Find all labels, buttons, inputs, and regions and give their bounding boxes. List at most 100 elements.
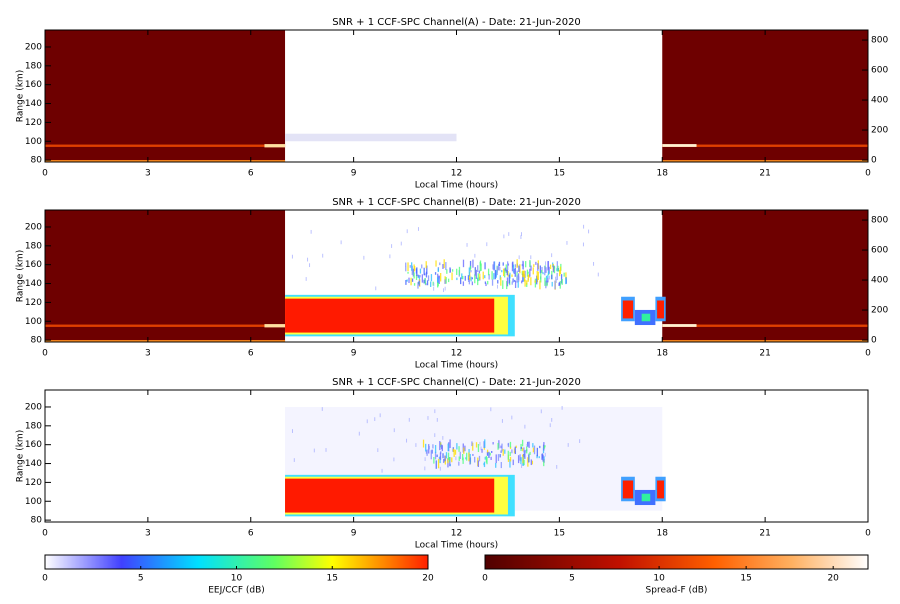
heatmap-streak xyxy=(451,457,453,463)
x-tick-label: 12 xyxy=(451,169,462,179)
heatmap-streak xyxy=(436,277,439,283)
heatmap-streak xyxy=(472,259,474,268)
heatmap-streak xyxy=(549,423,551,428)
panel-title: SNR + 1 CCF-SPC Channel(A) - Date: 21-Ju… xyxy=(332,17,581,28)
colorbar-tick-label: 20 xyxy=(827,574,839,584)
heatmap-streak xyxy=(556,261,558,271)
heatmap-streak xyxy=(421,274,423,283)
panel-title: SNR + 1 CCF-SPC Channel(B) - Date: 21-Ju… xyxy=(332,197,581,208)
colorbar-tick-label: 0 xyxy=(42,574,48,584)
heatmap-streak xyxy=(501,443,503,452)
heatmap-streak xyxy=(492,442,494,445)
heatmap-streak xyxy=(503,234,505,239)
heatmap-streak xyxy=(426,265,428,275)
y-tick-label: 200 xyxy=(25,222,42,232)
heatmap-streak xyxy=(516,270,518,273)
heatmap-streak xyxy=(537,271,539,281)
y-tick-label: 120 xyxy=(25,118,42,128)
heatmap-streak xyxy=(556,268,558,272)
heatmap-streak xyxy=(452,448,455,452)
y2-tick-label: 0 xyxy=(871,156,877,166)
heatmap-streak xyxy=(437,283,439,287)
heatmap-streak xyxy=(447,452,450,460)
plot-area xyxy=(285,405,666,517)
heatmap-streak xyxy=(477,460,480,468)
heatmap-streak xyxy=(462,453,464,461)
heatmap-streak xyxy=(520,456,522,462)
colorbar-tick-label: 5 xyxy=(138,574,144,584)
heatmap-streak xyxy=(481,448,483,453)
y-tick-label: 100 xyxy=(25,497,42,507)
heatmap-streak xyxy=(415,443,417,447)
heatmap-streak xyxy=(477,443,480,453)
heatmap-streak xyxy=(495,462,497,468)
heatmap-streak xyxy=(448,457,451,462)
heatmap-streak xyxy=(462,275,464,280)
heatmap-streak xyxy=(443,458,445,463)
heatmap-streak xyxy=(487,280,489,285)
colorbar-tick-label: 20 xyxy=(422,574,434,584)
heatmap-streak xyxy=(438,276,440,284)
heatmap-streak xyxy=(513,269,515,274)
heatmap-streak xyxy=(436,418,438,422)
panel-title: SNR + 1 CCF-SPC Channel(C) - Date: 21-Ju… xyxy=(332,377,581,388)
heatmap-streak xyxy=(293,458,295,462)
heatmap-streak xyxy=(374,417,376,422)
heatmap-streak xyxy=(484,275,486,279)
heatmap-streak xyxy=(534,280,536,283)
heatmap-streak xyxy=(507,263,510,266)
heatmap-streak xyxy=(519,454,521,461)
x-tick-label: 9 xyxy=(351,349,357,359)
heatmap-streak xyxy=(515,445,517,449)
heatmap-streak xyxy=(307,257,309,262)
heatmap-streak xyxy=(425,443,427,452)
heatmap-streak xyxy=(542,444,545,448)
heatmap-streak xyxy=(486,451,489,456)
heatmap-streak xyxy=(507,450,509,460)
heatmap-streak xyxy=(549,275,551,280)
heatmap-streak xyxy=(556,272,558,281)
heatmap-streak xyxy=(542,272,544,275)
heatmap-streak xyxy=(540,273,542,283)
heatmap-streak xyxy=(437,459,440,469)
heatmap-streak xyxy=(548,266,550,274)
heatmap-streak xyxy=(477,278,479,286)
heatmap-streak xyxy=(543,445,546,449)
heatmap-streak xyxy=(474,456,476,463)
heatmap-streak xyxy=(552,265,555,273)
heatmap-streak xyxy=(486,457,488,465)
x-axis-label: Local Time (hours) xyxy=(415,541,498,551)
heatmap-region xyxy=(285,133,457,142)
heatmap-streak xyxy=(518,265,520,271)
heatmap-streak xyxy=(504,268,506,278)
heatmap-streak xyxy=(526,282,528,287)
y-tick-label: 80 xyxy=(31,156,43,166)
heatmap-streak xyxy=(497,442,499,450)
heatmap-streak xyxy=(469,457,471,465)
heatmap-streak xyxy=(547,261,549,271)
heatmap-streak xyxy=(556,465,558,469)
heatmap-streak xyxy=(508,232,510,236)
heatmap-streak xyxy=(544,277,546,286)
heatmap-streak xyxy=(461,273,463,280)
heatmap-streak xyxy=(498,261,501,267)
heatmap-streak xyxy=(491,271,493,280)
heatmap-streak xyxy=(559,281,561,289)
heatmap-streak xyxy=(501,270,503,273)
heatmap-streak xyxy=(535,261,537,265)
heatmap-streak xyxy=(514,280,517,289)
heatmap-streak xyxy=(474,274,476,284)
heatmap-streak xyxy=(547,277,549,283)
heatmap-streak xyxy=(582,242,584,247)
y2-tick-label: 800 xyxy=(871,216,888,226)
x-tick-label: 0 xyxy=(865,529,871,539)
heatmap-streak xyxy=(405,266,407,272)
heatmap-streak xyxy=(425,261,427,269)
y-tick-label: 100 xyxy=(25,137,42,147)
heatmap-streak xyxy=(488,451,490,458)
colorbar-tick-label: 10 xyxy=(231,574,243,584)
x-tick-label: 21 xyxy=(759,349,770,359)
heatmap-streak xyxy=(441,445,444,452)
heatmap-streak xyxy=(418,280,420,286)
heatmap-streak xyxy=(423,279,425,284)
